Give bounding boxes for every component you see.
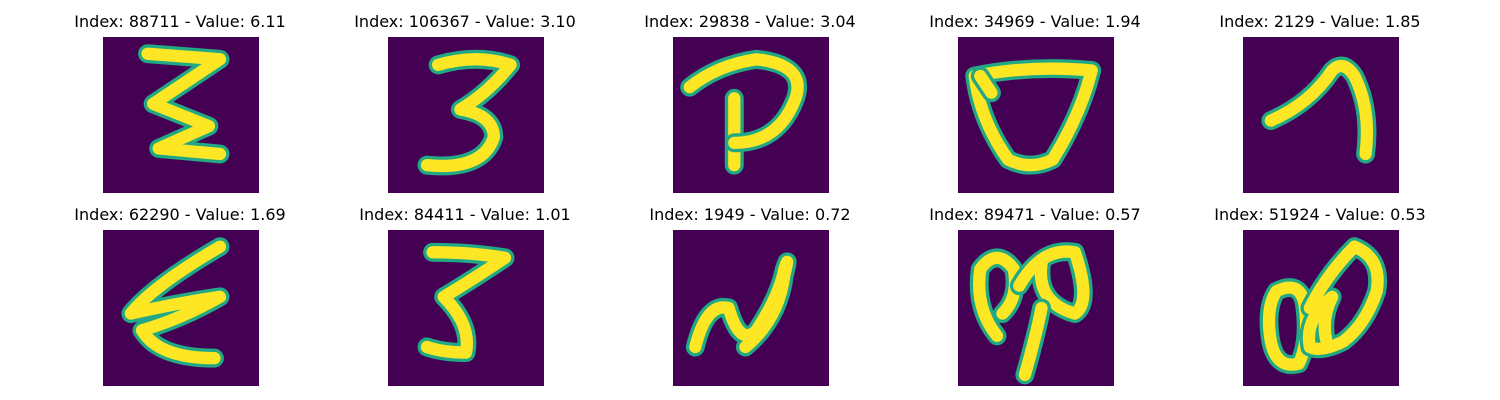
digit-image (1243, 230, 1399, 386)
stroke-core (1302, 240, 1384, 355)
stroke-core (974, 69, 998, 99)
panel-title: Index: 89471 - Value: 0.57 (929, 205, 1141, 224)
digit-image-canvas (673, 230, 829, 386)
stroke-core (1013, 245, 1090, 320)
digit-image-canvas (673, 37, 829, 193)
panel-title: Index: 88711 - Value: 6.11 (74, 12, 286, 31)
image-background (673, 230, 829, 386)
stroke-core (420, 53, 517, 172)
digit-image-canvas (1243, 230, 1399, 386)
digit-image (388, 230, 544, 386)
digit-image-canvas (388, 230, 544, 386)
digit-image-canvas (388, 37, 544, 193)
digit-image (1243, 37, 1399, 193)
digit-image (673, 37, 829, 193)
stroke-core (1018, 301, 1048, 381)
digit-image (673, 230, 829, 386)
stroke-core (689, 255, 794, 354)
digit-image-canvas (1243, 37, 1399, 193)
panel-title: Index: 1949 - Value: 0.72 (649, 205, 851, 224)
digit-image-canvas (103, 230, 259, 386)
stroke-core (420, 246, 512, 359)
digit-image (103, 230, 259, 386)
stroke-core (968, 62, 1098, 172)
stroke-core (141, 47, 227, 161)
digit-image (958, 230, 1114, 386)
panel-title: Index: 62290 - Value: 1.69 (74, 205, 286, 224)
stroke-core (683, 53, 804, 149)
digit-image (103, 37, 259, 193)
panel-title: Index: 34969 - Value: 1.94 (929, 12, 1141, 31)
stroke-core (1264, 59, 1374, 161)
digit-image-canvas (958, 230, 1114, 386)
digit-image (388, 37, 544, 193)
panel-title: Index: 84411 - Value: 1.01 (359, 205, 571, 224)
panel-title: Index: 51924 - Value: 0.53 (1214, 205, 1426, 224)
stroke-core (124, 240, 227, 365)
digit-image (958, 37, 1114, 193)
digit-image-canvas (958, 37, 1114, 193)
panel-title: Index: 106367 - Value: 3.10 (354, 12, 576, 31)
digit-image-canvas (103, 37, 259, 193)
panel-title: Index: 29838 - Value: 3.04 (644, 12, 856, 31)
panel-title: Index: 2129 - Value: 1.85 (1219, 12, 1421, 31)
